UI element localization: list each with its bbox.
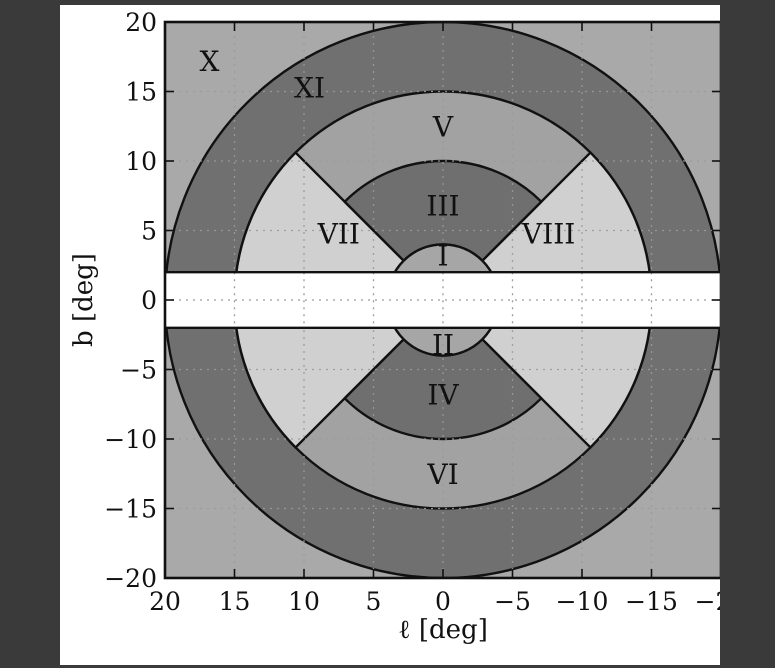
y-tick-label: −15: [104, 495, 157, 524]
x-tick-label: −5: [494, 587, 531, 616]
x-tick-label: −15: [625, 587, 678, 616]
region-label-ii: II: [432, 328, 454, 361]
region-label-iii: III: [426, 189, 459, 222]
ticks: [164, 21, 720, 579]
y-tick-label: 5: [141, 217, 157, 246]
region-label-vi: VI: [426, 458, 458, 491]
y-tick-label: −20: [104, 564, 157, 593]
x-tick-label: −10: [556, 587, 609, 616]
grid-lines: [165, 22, 720, 578]
excluded-band: [165, 271, 720, 329]
x-tick-label: 0: [435, 587, 451, 616]
x-axis-label: ℓ [deg]: [398, 615, 488, 645]
x-tick-label: 15: [219, 587, 251, 616]
y-tick-label: 15: [125, 78, 157, 107]
figure-panel: 20151050−5−10−15−2020151050−5−10−15−20II…: [60, 5, 720, 665]
x-tick-label: 10: [288, 587, 320, 616]
plot-area: [165, 22, 720, 578]
region-label-iv: IV: [427, 379, 459, 412]
y-tick-label: −10: [104, 425, 157, 454]
region-label-x: X: [200, 45, 220, 78]
region-label-v: V: [432, 110, 454, 143]
region-map: 20151050−5−10−15−2020151050−5−10−15−20II…: [69, 8, 720, 645]
y-tick-label: 20: [125, 8, 157, 37]
labels: 20151050−5−10−15−2020151050−5−10−15−20II…: [69, 8, 720, 645]
x-tick-label: 5: [366, 587, 382, 616]
region-label-vii: VII: [317, 217, 360, 250]
region-label-xi: XI: [294, 71, 325, 104]
x-tick-label: 20: [149, 587, 181, 616]
region-label-viii: VIII: [521, 217, 575, 250]
y-tick-label: 10: [125, 147, 157, 176]
y-axis-label: b [deg]: [69, 253, 99, 347]
y-tick-label: 0: [141, 286, 157, 315]
y-tick-label: −5: [120, 356, 157, 385]
x-tick-label: −20: [695, 587, 720, 616]
region-label-i: I: [437, 240, 448, 273]
